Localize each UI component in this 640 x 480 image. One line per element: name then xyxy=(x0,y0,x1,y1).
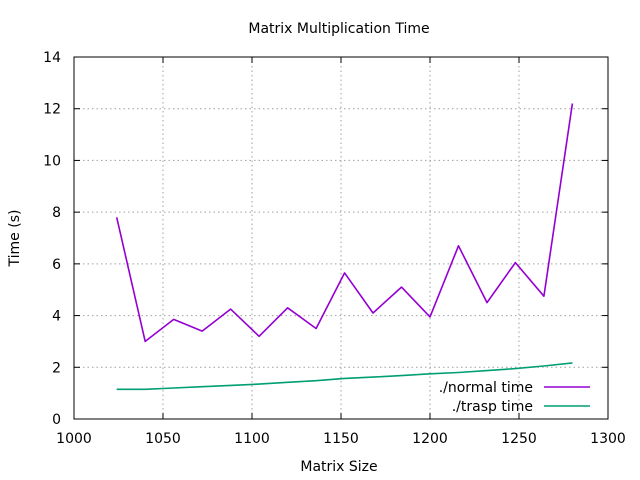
series-line-normal-time xyxy=(115,103,574,343)
legend-label-trasp-time: ./trasp time xyxy=(452,399,533,415)
y-tick-label: 8 xyxy=(52,205,61,221)
x-tick-labels: 1000 1050 1100 1150 1200 1250 1300 xyxy=(56,431,626,447)
y-tick-label: 12 xyxy=(43,102,61,118)
axis-ticks xyxy=(73,56,609,420)
x-tick-label: 1300 xyxy=(590,431,626,447)
y-tick-label: 6 xyxy=(52,257,61,273)
chart-title: Matrix Multiplication Time xyxy=(248,21,429,37)
y-tick-label: 2 xyxy=(52,360,61,376)
y-tick-labels: 0 2 4 6 8 10 12 14 xyxy=(43,50,61,428)
legend-label-normal-time: ./normal time xyxy=(439,380,533,396)
x-tick-label: 1000 xyxy=(56,431,92,447)
series-lines xyxy=(115,103,574,391)
x-tick-label: 1050 xyxy=(145,431,181,447)
x-tick-label: 1250 xyxy=(501,431,537,447)
legend: ./normal time ./trasp time xyxy=(439,380,590,415)
grid-lines xyxy=(74,57,608,419)
y-tick-label: 4 xyxy=(52,309,61,325)
y-axis-label: Time (s) xyxy=(7,210,23,268)
x-axis-label: Matrix Size xyxy=(300,459,377,475)
y-tick-label: 14 xyxy=(43,50,61,66)
x-tick-label: 1200 xyxy=(412,431,448,447)
x-tick-label: 1100 xyxy=(234,431,270,447)
x-tick-label: 1150 xyxy=(323,431,359,447)
y-tick-label: 10 xyxy=(43,153,61,169)
series-line-trasp-time xyxy=(116,362,573,391)
y-tick-label: 0 xyxy=(52,412,61,428)
